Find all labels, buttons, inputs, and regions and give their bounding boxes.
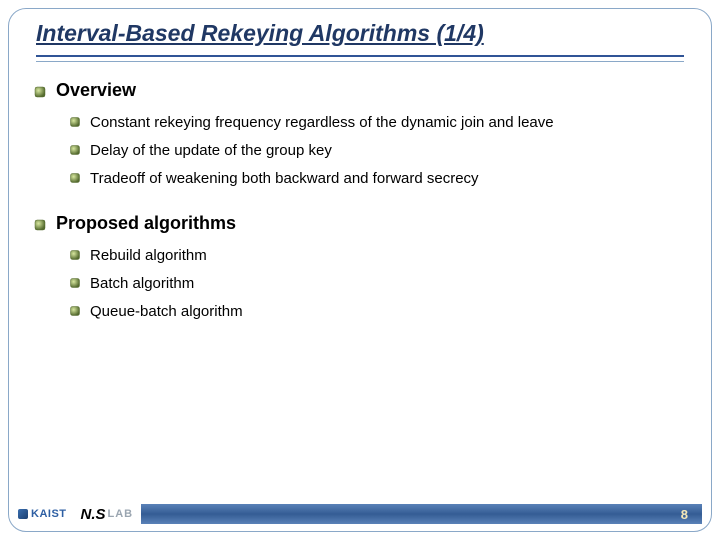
org-text: KAIST [31,508,67,520]
bullet-icon [70,306,80,316]
bullet-icon [70,278,80,288]
title-bar: Interval-Based Rekeying Algorithms (1/4) [36,20,684,65]
item-text: Delay of the update of the group key [90,139,332,163]
item-text: Tradeoff of weakening both backward and … [90,167,479,191]
heading-text: Proposed algorithms [56,213,236,234]
slide-title: Interval-Based Rekeying Algorithms (1/4) [36,20,684,51]
bullet-icon [34,86,46,98]
list-item: Delay of the update of the group key [70,139,686,163]
footer: KAIST N.S LAB 8 [18,502,702,526]
item-text: Rebuild algorithm [90,244,207,268]
list-item: Queue-batch algorithm [70,300,686,324]
list-item: Rebuild algorithm [70,244,686,268]
page-number: 8 [681,507,688,522]
lab-suffix: LAB [108,508,134,520]
list-item: Tradeoff of weakening both backward and … [70,167,686,191]
sub-items: Constant rekeying frequency regardless o… [70,111,686,191]
bullet-icon [70,117,80,127]
sub-items: Rebuild algorithm Batch algorithm Queue-… [70,244,686,324]
heading-text: Overview [56,80,136,101]
title-underline [36,55,684,65]
org-logo: KAIST [18,508,67,520]
section-heading: Overview [34,80,686,101]
list-item: Batch algorithm [70,272,686,296]
content-area: Overview Constant rekeying frequency reg… [34,80,686,480]
list-item: Constant rekeying frequency regardless o… [70,111,686,135]
section-heading: Proposed algorithms [34,213,686,234]
item-text: Queue-batch algorithm [90,300,243,324]
footer-bar: 8 [141,504,702,524]
item-text: Batch algorithm [90,272,194,296]
bullet-icon [34,219,46,231]
section-proposed: Proposed algorithms Rebuild algorithm Ba… [34,213,686,324]
bullet-icon [70,145,80,155]
kaist-mark-icon [18,509,28,519]
item-text: Constant rekeying frequency regardless o… [90,111,554,135]
bullet-icon [70,250,80,260]
bullet-icon [70,173,80,183]
lab-prefix: N.S [81,506,106,523]
section-overview: Overview Constant rekeying frequency reg… [34,80,686,191]
